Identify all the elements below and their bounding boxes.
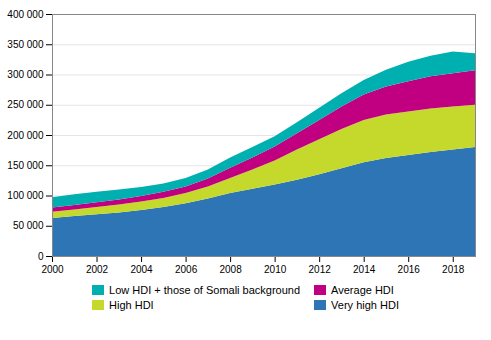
svg-text:350 000: 350 000: [7, 39, 44, 50]
html-text:Very high HDI: Very high HDI: [331, 299, 399, 311]
html-text:Low HDI + those of Somali back: Low HDI + those of Somali background: [109, 284, 301, 296]
html-text:High HDI: High HDI: [109, 299, 154, 311]
svg-text:2004: 2004: [130, 264, 153, 275]
svg-text:2000: 2000: [41, 264, 64, 275]
html-text:Average HDI: Average HDI: [331, 284, 394, 296]
svg-text:150 000: 150 000: [7, 160, 44, 171]
svg-text:2018: 2018: [442, 264, 465, 275]
svg-text:400 000: 400 000: [7, 9, 44, 20]
svg-text:2014: 2014: [353, 264, 376, 275]
svg-text:2008: 2008: [219, 264, 242, 275]
svg-text:300 000: 300 000: [7, 69, 44, 80]
svg-text:2010: 2010: [264, 264, 287, 275]
svg-text:100 000: 100 000: [7, 190, 44, 201]
svg-text:250 000: 250 000: [7, 99, 44, 110]
svg-text:2016: 2016: [398, 264, 421, 275]
svg-text:2012: 2012: [309, 264, 332, 275]
svg-text:2002: 2002: [86, 264, 109, 275]
svg-text:2006: 2006: [175, 264, 198, 275]
svg-text:0: 0: [38, 251, 44, 262]
svg-text:50 000: 50 000: [13, 220, 44, 231]
svg-text:200 000: 200 000: [7, 130, 44, 141]
